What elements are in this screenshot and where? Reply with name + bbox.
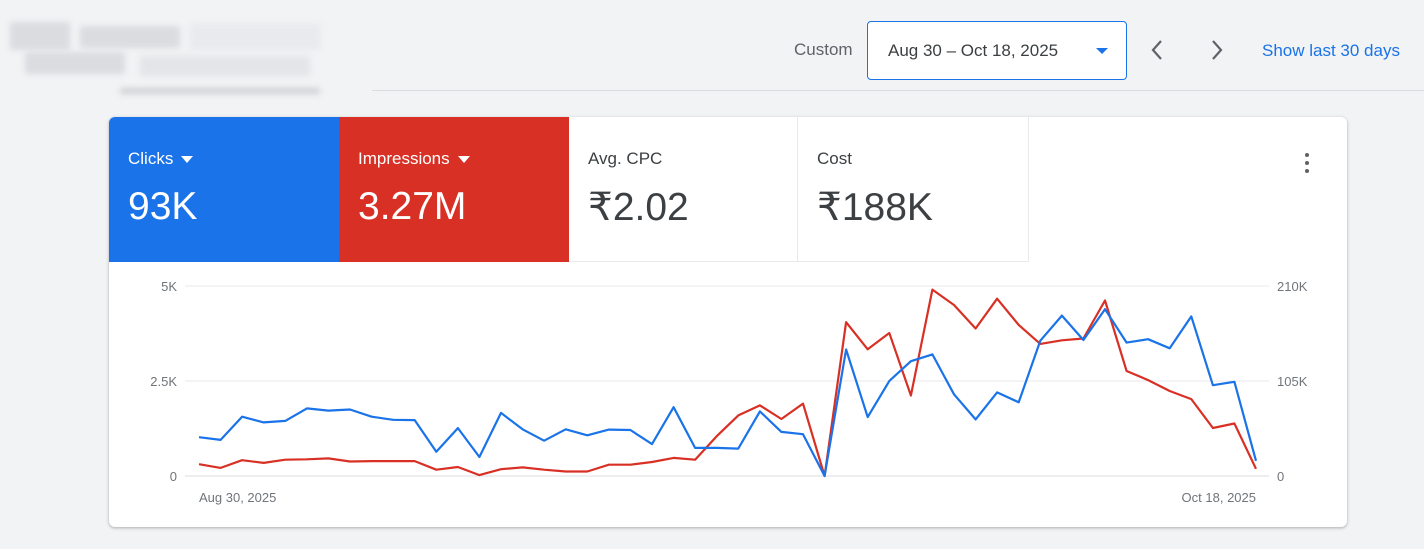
y-left-tick-label: 0 [170,469,177,484]
y-left-tick-label: 2.5K [150,374,177,389]
series-line-impressions [198,288,1257,478]
metric-label: Cost [817,149,852,168]
performance-line-chart: 0 2.5K 5K 0 105K 210K Aug 30, 2025 Oct 18, 2025 [150,279,1308,505]
metric-tile-impressions[interactable]: Impressions 3.27M [339,117,569,262]
metric-tile-cost[interactable]: Cost ₹188K [798,117,1029,262]
more-vert-dot [1305,169,1309,173]
metric-value: ₹188K [817,186,933,229]
chevron-right-icon [1212,40,1223,60]
x-end-label: Oct 18, 2025 [1182,490,1256,505]
metric-label-row: Avg. CPC [588,149,797,169]
metric-label-row: Cost [817,149,1028,169]
caret-down-icon [1096,48,1108,54]
blurred-account-info [10,22,330,98]
y-right-tick-label: 105K [1277,374,1308,389]
metric-tile-avg-cpc[interactable]: Avg. CPC ₹2.02 [569,117,798,262]
performance-card: Clicks 93K Impressions 3.27M Avg. CPC ₹2… [109,117,1347,527]
series-line-clicks [198,308,1258,478]
metric-label: Avg. CPC [588,149,663,168]
date-range-select[interactable]: Aug 30 – Oct 18, 2025 [867,21,1127,80]
metric-value: 93K [128,185,198,228]
metric-label-row: Impressions [358,149,569,169]
metric-label-row: Clicks [128,149,339,169]
metric-tile-clicks[interactable]: Clicks 93K [109,117,339,262]
more-vert-dot [1305,161,1309,165]
caret-down-icon[interactable] [181,155,194,163]
metric-value: ₹2.02 [588,186,689,229]
caret-down-icon[interactable] [457,155,470,163]
date-mode-label: Custom [794,40,853,59]
metric-value: 3.27M [358,185,467,228]
x-start-label: Aug 30, 2025 [199,490,276,505]
previous-period-button[interactable] [1142,35,1172,65]
y-right-tick-label: 0 [1277,469,1284,484]
y-right-tick-label: 210K [1277,279,1308,294]
metric-label: Impressions [358,149,450,168]
metric-label: Clicks [128,149,174,168]
chevron-left-icon [1151,40,1162,60]
y-left-tick-label: 5K [161,279,177,294]
header-divider [372,90,1424,91]
more-vert-icon [1305,153,1309,157]
next-period-button[interactable] [1202,35,1232,65]
more-options-button[interactable] [1296,150,1318,176]
show-last-30-days-link[interactable]: Show last 30 days [1262,41,1400,60]
date-range-text: Aug 30 – Oct 18, 2025 [888,40,1059,60]
